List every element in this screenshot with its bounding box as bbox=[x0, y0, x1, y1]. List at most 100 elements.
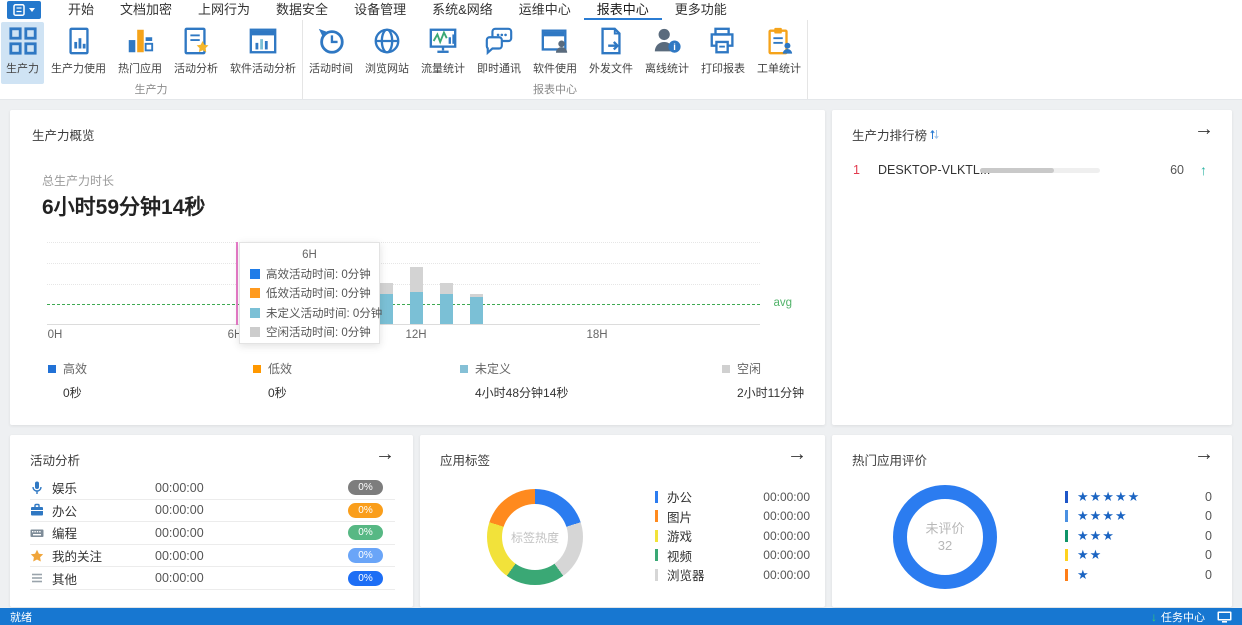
tab-report-center[interactable]: 报表中心 bbox=[583, 0, 662, 20]
tab-system-network[interactable]: 系统&网络 bbox=[432, 2, 493, 17]
open-detail-arrow-icon[interactable]: → bbox=[1194, 118, 1214, 140]
sort-icon[interactable] bbox=[930, 127, 939, 145]
ratings-legend: ★★★★★ 0 ★★★★ 0 ★★★ 0 ★★ 0 ★ 0 bbox=[1065, 487, 1212, 585]
tag-legend-row[interactable]: 图片 00:00:00 bbox=[655, 507, 810, 527]
app-menu-button[interactable] bbox=[7, 1, 41, 19]
legend-value: 4小时48分钟14秒 bbox=[475, 386, 569, 400]
x-tick: 18H bbox=[586, 329, 608, 341]
tag-label: 办公 bbox=[667, 491, 693, 506]
activity-percent-badge: 0% bbox=[348, 502, 383, 518]
productivity-chart-plot[interactable]: avg 0H 6H 12H 18H 6H 高效活动时间: 0分钟 低效活动时间:… bbox=[47, 242, 792, 344]
star-icon bbox=[30, 548, 45, 563]
bar-12h[interactable] bbox=[409, 266, 423, 324]
activity-percent-badge: 0% bbox=[348, 480, 383, 496]
monitor-icon[interactable] bbox=[1217, 611, 1232, 623]
bar-11h[interactable] bbox=[379, 282, 393, 324]
ribbon-button-offline-stats[interactable]: i 离线统计 bbox=[640, 22, 694, 84]
status-text: 就绪 bbox=[10, 611, 32, 624]
legend-swatch bbox=[250, 288, 260, 299]
activity-row-programming[interactable]: 编程 00:00:00 0% bbox=[30, 522, 395, 545]
legend-swatch bbox=[253, 364, 261, 373]
ribbon-button-software-activity-analysis[interactable]: 软件活动分析 bbox=[225, 22, 301, 84]
rating-row-5-star[interactable]: ★★★★★ 0 bbox=[1065, 487, 1212, 507]
legend-label: 未定义 bbox=[475, 362, 512, 376]
ribbon-button-productivity-usage[interactable]: 生产力使用 bbox=[46, 22, 111, 84]
legend-swatch bbox=[48, 364, 56, 373]
tag-legend-row[interactable]: 游戏 00:00:00 bbox=[655, 526, 810, 546]
rating-row-3-star[interactable]: ★★★ 0 bbox=[1065, 526, 1212, 546]
open-detail-arrow-icon[interactable]: → bbox=[1194, 443, 1214, 465]
ribbon-button-print-reports[interactable]: 打印报表 bbox=[696, 22, 750, 84]
microphone-icon bbox=[30, 480, 45, 495]
activity-row-entertainment[interactable]: 娱乐 00:00:00 0% bbox=[30, 477, 395, 500]
chart-tooltip: 6H 高效活动时间: 0分钟 低效活动时间: 0分钟 未定义活动时间: 0分钟 … bbox=[239, 242, 383, 344]
legend-item-inefficient[interactable]: 低效 0秒 bbox=[253, 360, 292, 401]
ribbon-button-activity-analysis[interactable]: 活动分析 bbox=[169, 22, 223, 84]
ribbon-button-work-order-stats[interactable]: 工单统计 bbox=[752, 22, 806, 84]
open-detail-arrow-icon[interactable]: → bbox=[375, 443, 395, 465]
tooltip-row-label: 空闲活动时间: 0分钟 bbox=[266, 327, 371, 340]
legend-swatch bbox=[250, 307, 260, 318]
bar-14h[interactable] bbox=[469, 293, 483, 324]
ratings-donut-chart[interactable]: 未评价 32 bbox=[893, 485, 997, 589]
tab-internet-behavior[interactable]: 上网行为 bbox=[198, 2, 251, 17]
tab-device-management[interactable]: 设备管理 bbox=[354, 2, 407, 17]
window-user-icon bbox=[539, 25, 571, 57]
tag-legend-row[interactable]: 办公 00:00:00 bbox=[655, 487, 810, 507]
star-icons: ★★★★★ bbox=[1077, 488, 1141, 504]
activity-percent-badge: 0% bbox=[348, 525, 383, 541]
tooltip-title: 6H bbox=[302, 249, 317, 261]
activity-row-other[interactable]: 其他 00:00:00 0% bbox=[30, 567, 395, 590]
legend-value: 2小时11分钟 bbox=[737, 386, 805, 400]
rating-row-4-star[interactable]: ★★★★ 0 bbox=[1065, 507, 1212, 527]
ribbon-button-browsed-sites[interactable]: 浏览网站 bbox=[360, 22, 414, 84]
ribbon-button-label: 离线统计 bbox=[645, 63, 689, 75]
tag-time: 00:00:00 bbox=[763, 528, 810, 543]
activity-label: 其他 bbox=[52, 572, 78, 587]
tag-legend-row[interactable]: 视频 00:00:00 bbox=[655, 546, 810, 566]
ranking-row[interactable]: 1 DESKTOP-VLKTL... 60 ↑ bbox=[832, 156, 1232, 184]
tooltip-row-label: 未定义活动时间: 0分钟 bbox=[266, 307, 383, 320]
tag-label: 浏览器 bbox=[667, 569, 705, 584]
legend-tick bbox=[1065, 490, 1068, 503]
tab-doc-encryption[interactable]: 文档加密 bbox=[120, 2, 173, 17]
progress-bar bbox=[980, 168, 1100, 173]
ribbon-group-label: 报表中心 bbox=[533, 84, 577, 96]
activity-row-office[interactable]: 办公 00:00:00 0% bbox=[30, 500, 395, 523]
ribbon-button-label: 流量统计 bbox=[421, 63, 465, 75]
tab-ops-center[interactable]: 运维中心 bbox=[518, 2, 571, 17]
task-center-button[interactable]: 任务中心 bbox=[1161, 611, 1205, 624]
ribbon-button-outgoing-files[interactable]: 外发文件 bbox=[584, 22, 638, 84]
computer-name: DESKTOP-VLKTL... bbox=[878, 163, 991, 177]
ribbon-group-label: 生产力 bbox=[134, 84, 168, 96]
ribbon-button-hot-apps[interactable]: 热门应用 bbox=[113, 22, 167, 84]
tab-start[interactable]: 开始 bbox=[68, 2, 95, 17]
activity-row-my-focus[interactable]: 我的关注 00:00:00 0% bbox=[30, 545, 395, 568]
tag-donut-chart[interactable]: 标签热度 bbox=[487, 489, 583, 585]
panel-productivity-ranking: 生产力排行榜 → 1 DESKTOP-VLKTL... 60 ↑ bbox=[832, 110, 1232, 425]
legend-label: 低效 bbox=[268, 362, 293, 376]
tab-data-security[interactable]: 数据安全 bbox=[276, 2, 329, 17]
activity-label: 我的关注 bbox=[52, 550, 103, 565]
monitor-chart-icon bbox=[427, 25, 459, 57]
legend-swatch bbox=[460, 364, 468, 373]
activity-percent-badge: 0% bbox=[348, 570, 383, 586]
rating-row-2-star[interactable]: ★★ 0 bbox=[1065, 546, 1212, 566]
bar-13h[interactable] bbox=[439, 282, 453, 324]
ribbon-button-label: 活动时间 bbox=[309, 63, 353, 75]
ribbon-button-traffic-stats[interactable]: 流量统计 bbox=[416, 22, 470, 84]
average-line bbox=[47, 304, 760, 305]
tag-legend-row[interactable]: 浏览器 00:00:00 bbox=[655, 565, 810, 585]
legend-item-idle[interactable]: 空闲 2小时11分钟 bbox=[722, 360, 804, 401]
ribbon-button-software-usage[interactable]: 软件使用 bbox=[528, 22, 582, 84]
legend-item-efficient[interactable]: 高效 0秒 bbox=[48, 360, 87, 401]
legend-item-undefined[interactable]: 未定义 4小时48分钟14秒 bbox=[460, 360, 568, 401]
tab-more-features[interactable]: 更多功能 bbox=[674, 2, 727, 17]
ribbon-button-activity-time[interactable]: 活动时间 bbox=[304, 22, 358, 84]
ribbon-button-instant-messaging[interactable]: 即时通讯 bbox=[472, 22, 526, 84]
rating-row-1-star[interactable]: ★ 0 bbox=[1065, 565, 1212, 585]
legend-label: 空闲 bbox=[737, 362, 762, 376]
ribbon-button-productivity[interactable]: 生产力 bbox=[1, 22, 44, 84]
open-detail-arrow-icon[interactable]: → bbox=[787, 443, 807, 465]
